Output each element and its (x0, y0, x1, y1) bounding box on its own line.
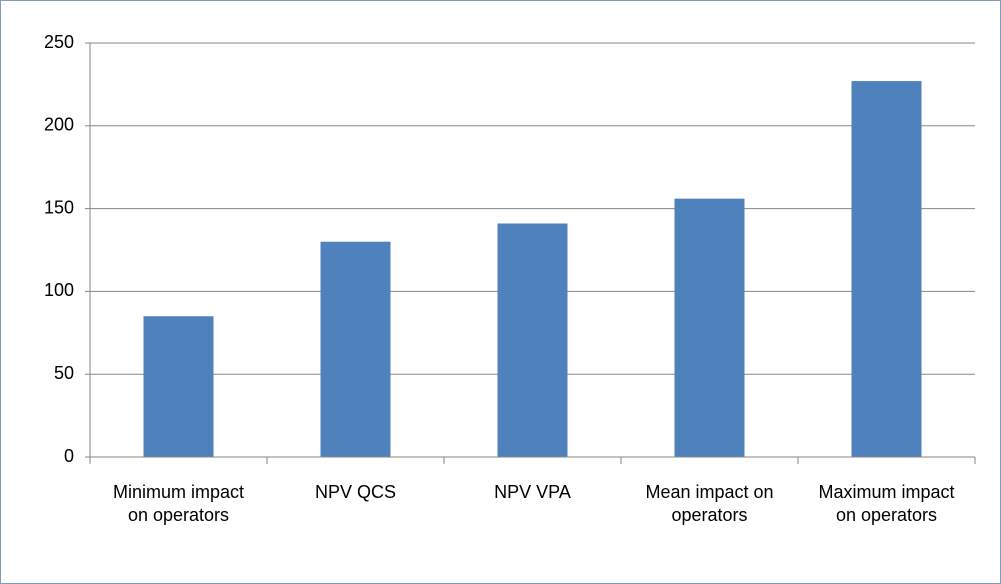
x-tick-label: Maximum impact on operators (818, 482, 955, 525)
bar (497, 223, 568, 457)
y-tick-label: 250 (44, 32, 74, 52)
y-tick-label: 50 (54, 363, 74, 383)
y-tick-label: 200 (44, 115, 74, 135)
bar (851, 81, 922, 457)
x-tick-label: Minimum impact on operators (112, 482, 245, 525)
x-tick-label: Mean impact on operators (645, 482, 774, 525)
x-tick-label: NPV VPA (494, 482, 571, 502)
bar (143, 316, 214, 457)
y-tick-label: 150 (44, 197, 74, 217)
x-tick-label: NPV QCS (314, 482, 397, 502)
y-tick-label: 100 (44, 280, 74, 300)
bar (320, 241, 391, 457)
bar (674, 198, 745, 457)
y-tick-label: 0 (64, 446, 74, 466)
